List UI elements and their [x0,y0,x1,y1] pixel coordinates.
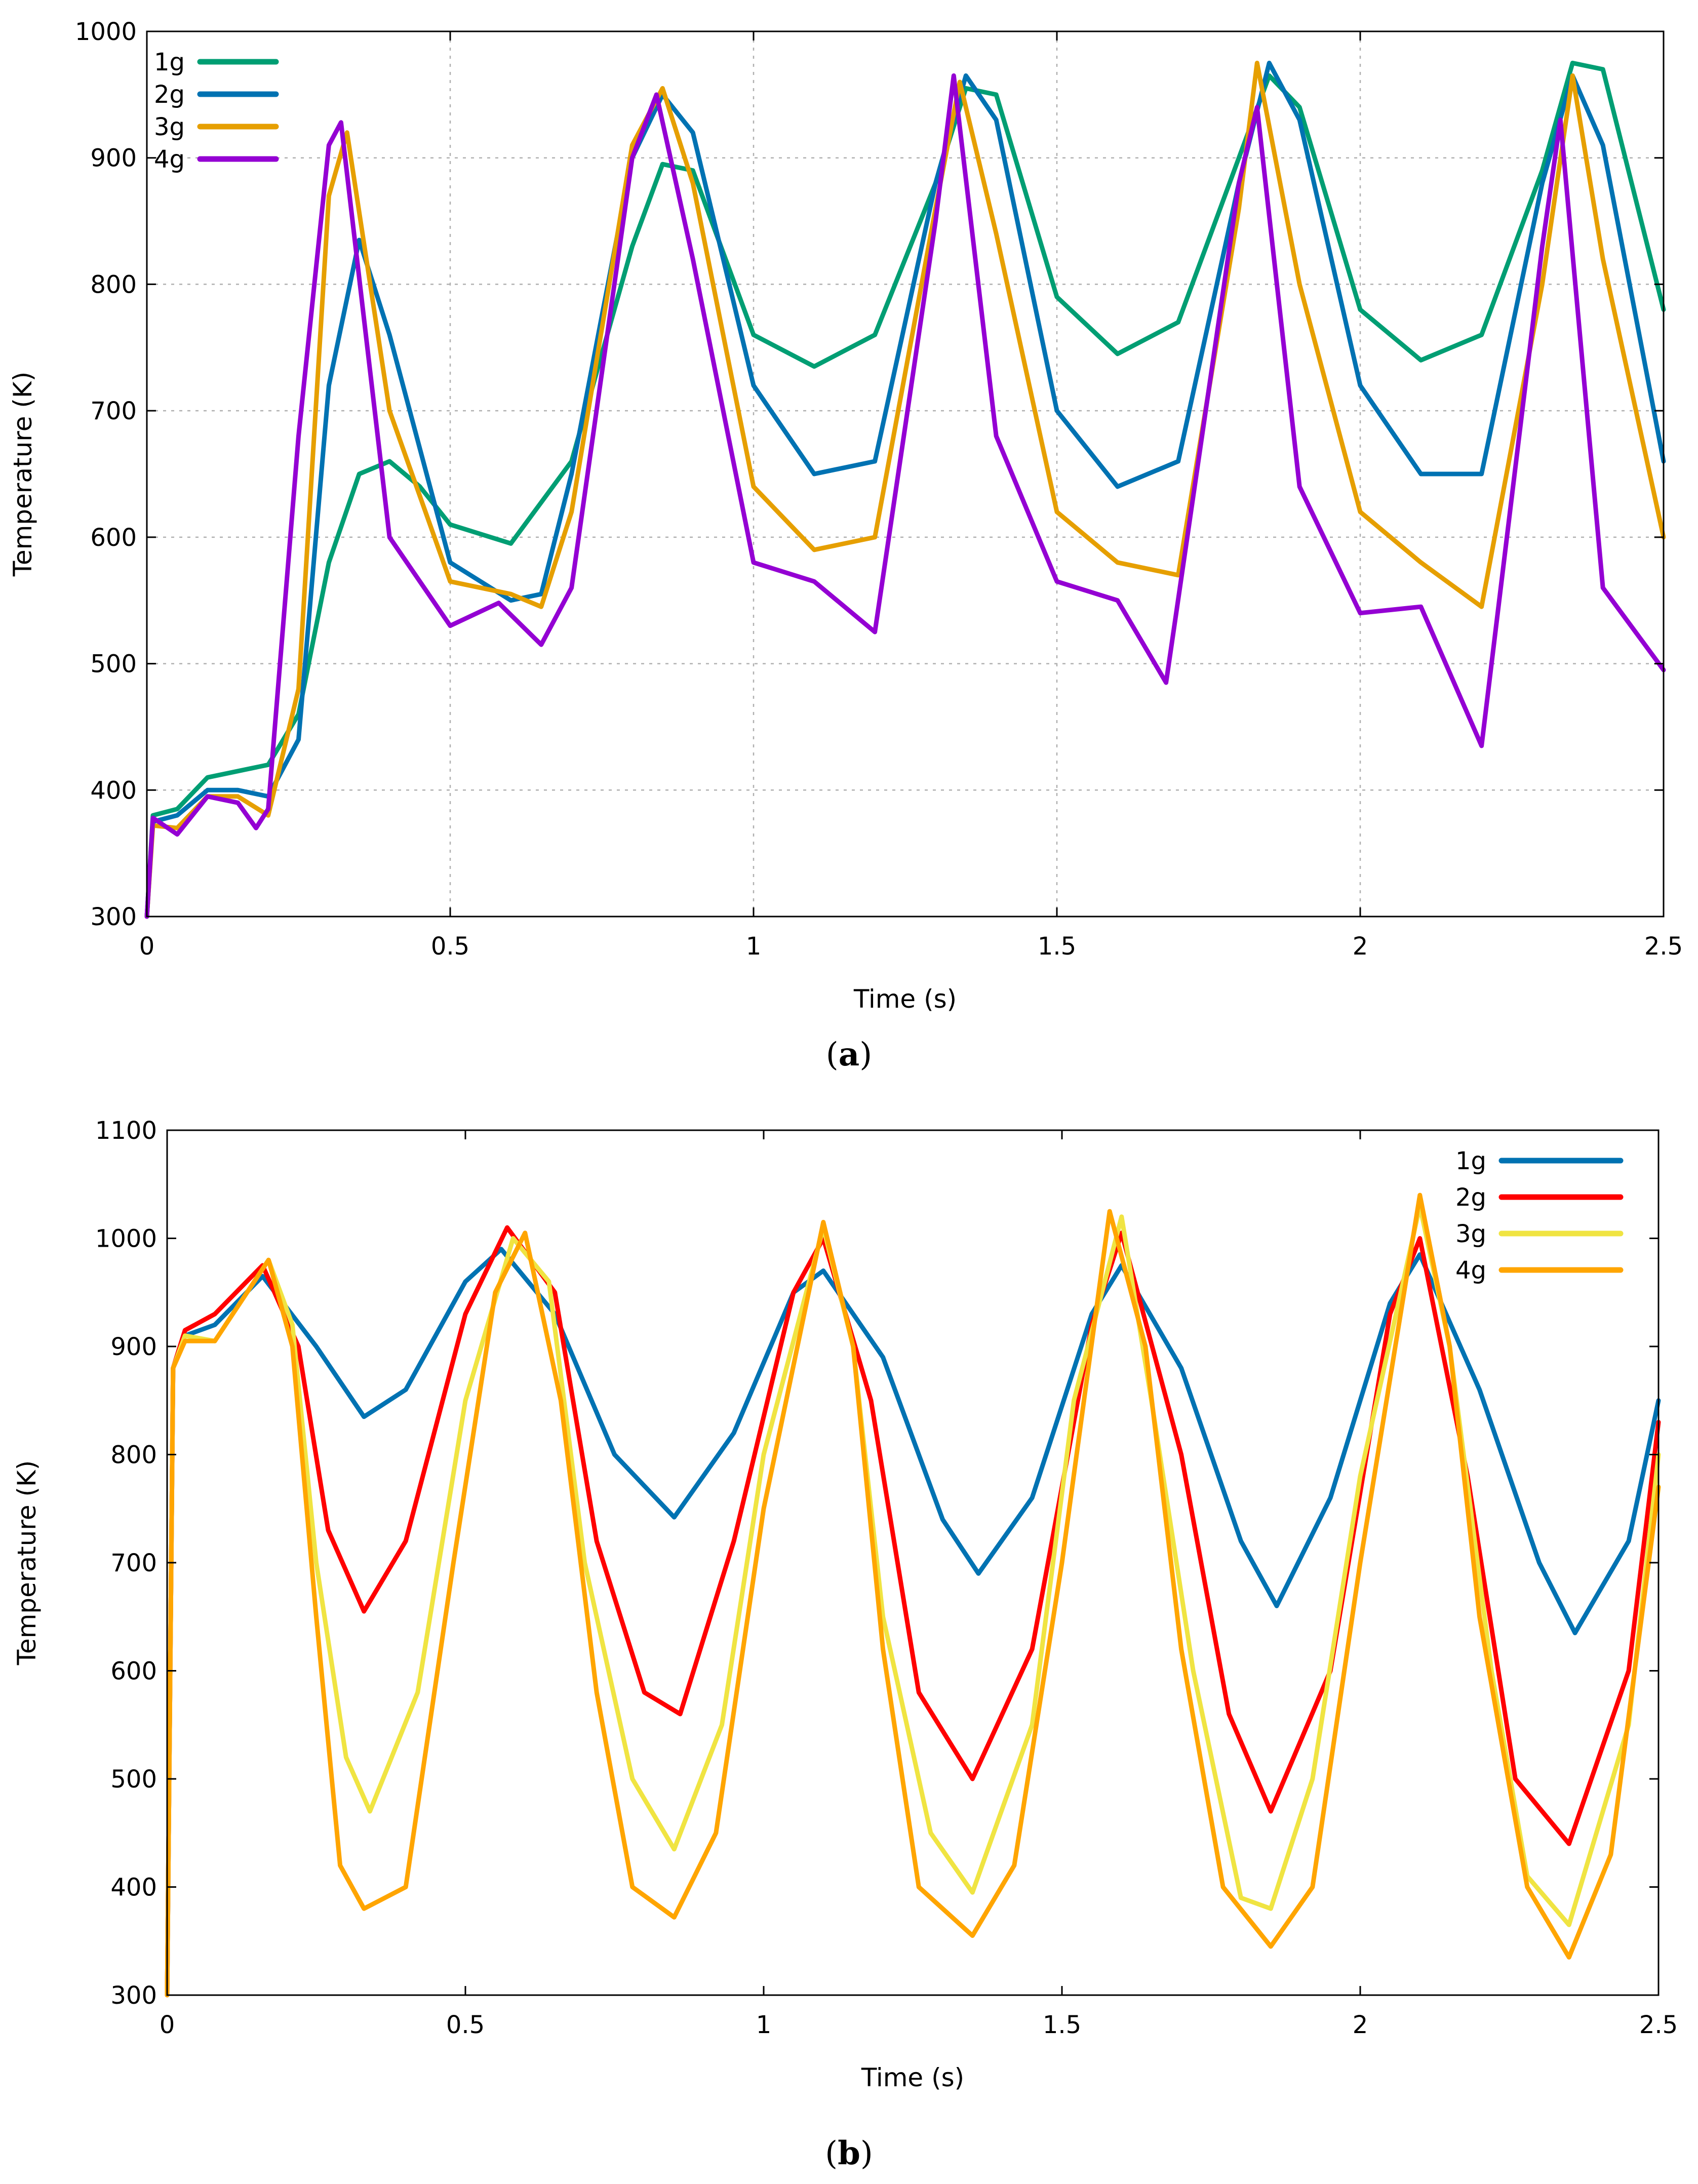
x-tick-label: 2.5 [1644,932,1683,961]
legend-label-2g: 2g [154,81,185,109]
legend-label-3g: 3g [154,113,185,141]
plot-frame [146,30,1665,918]
x-tick-label: 1 [756,2011,772,2039]
y-tick-label: 900 [90,144,137,173]
chart-b-axes: 0 0.5 1 1.5 2 2.5 300 400 500 600 700 800 900 1000 110… [12,1117,1678,2092]
legend-label-3g: 3g [1455,1220,1486,1248]
chart-a-caption-open: ( [825,1036,839,1074]
chart-b-caption-close: ) [860,2135,873,2172]
series-line-2g [165,1225,1661,1998]
y-tick-label: 1100 [95,1117,157,1145]
x-tick-label: 2.5 [1639,2011,1678,2039]
y-tick-label: 600 [90,524,137,552]
y-tick-label: 1000 [75,18,137,46]
x-axis-title: Time (s) [861,2063,964,2092]
chart-a: 0 0.5 1 1.5 2 2.5 300 400 500 600 700 800 900 1000 Tim… [8,18,1683,1014]
series-line-3g [144,60,1666,919]
chart-a-caption: (a) [0,1036,1698,1074]
y-tick-label: 700 [110,1549,157,1577]
y-tick-label: 800 [110,1441,157,1470]
x-tick-label: 0 [139,932,155,961]
legend-label-1g: 1g [154,48,185,76]
x-tick-label: 2 [1353,932,1368,961]
x-tick-label: 0 [160,2011,175,2039]
series-line-4g [144,73,1666,919]
series-line-4g [165,1193,1661,1998]
x-tick-label: 2 [1353,2011,1368,2039]
x-axis-title: Time (s) [853,984,957,1014]
chart-b-caption: (b) [0,2134,1698,2172]
x-tick-label: 1.5 [1038,932,1076,961]
y-tick-label: 400 [90,776,137,805]
x-tick-label: 1 [746,932,762,961]
y-tick-label: 900 [110,1333,157,1361]
y-tick-label: 600 [110,1657,157,1686]
chart-a-axes: 0 0.5 1 1.5 2 2.5 300 400 500 600 700 800 900 1000 Tim… [8,18,1683,1014]
y-tick-label: 500 [110,1765,157,1794]
y-axis-title: Temperature (K) [8,372,37,577]
y-tick-label: 700 [90,397,137,425]
chart-b-caption-letter: b [838,2134,860,2172]
y-tick-label: 500 [90,650,137,679]
y-axis-title: Temperature (K) [12,1460,42,1665]
chart-a-caption-close: ) [859,1036,873,1074]
legend-label-2g: 2g [1455,1183,1486,1212]
chart-a-series [144,60,1666,919]
chart-a-caption-letter: a [838,1036,860,1074]
legend-label-4g: 4g [1455,1256,1486,1285]
x-tick-label: 0.5 [446,2011,485,2039]
legend-label-4g: 4g [154,145,185,174]
x-tick-label: 0.5 [431,932,469,961]
series-line-2g [144,60,1666,919]
chart-a-legend: 1g 2g 3g 4g [154,48,279,174]
x-tick-label: 1.5 [1043,2011,1081,2039]
y-tick-label: 300 [110,1981,157,2010]
series-line-3g [165,1204,1661,1998]
chart-b-caption-open: ( [825,2135,838,2172]
y-tick-label: 1000 [95,1225,157,1253]
series-line-1g [165,1247,1661,1998]
chart-b-legend: 1g 2g 3g 4g [1455,1147,1624,1285]
chart-a-grid [147,31,1664,917]
chart-b: 0 0.5 1 1.5 2 2.5 300 400 500 600 700 800 900 1000 110… [12,1117,1678,2092]
chart-b-series [165,1193,1661,1998]
y-tick-label: 300 [90,903,137,931]
y-tick-label: 800 [90,270,137,299]
y-tick-label: 400 [110,1874,157,1902]
series-line-1g [144,60,1666,919]
legend-label-1g: 1g [1455,1147,1486,1175]
